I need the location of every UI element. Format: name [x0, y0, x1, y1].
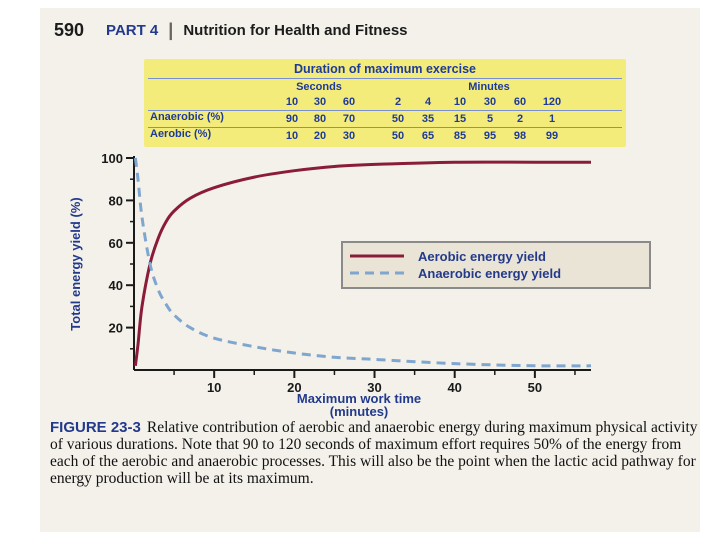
figure-caption: FIGURE 23-3 Relative contribution of aero…	[50, 419, 700, 487]
anaerobic-cell: 1	[548, 113, 556, 125]
x-tick-label: 30	[367, 380, 381, 395]
y-tick-label: 60	[109, 236, 123, 251]
chart-legend: Aerobic energy yield Anaerobic energy yie…	[341, 241, 651, 289]
page-number: 590	[54, 19, 85, 40]
x-tick-label: 50	[528, 380, 542, 395]
chart-series	[133, 157, 592, 368]
y-tick-label: 20	[109, 321, 123, 336]
legend-box	[341, 241, 651, 289]
anaerobic-cell: 35	[421, 113, 435, 125]
duration-cell: 4	[424, 96, 432, 108]
anaerobic-cell: 15	[453, 113, 467, 125]
anaerobic-cell: 2	[516, 113, 524, 125]
aerobic-row: Aerobic (%) 10 20 30 50 65 85 95 98 99	[144, 128, 626, 144]
group-label-seconds: Seconds	[296, 81, 342, 93]
anaerobic-cell: 80	[313, 113, 327, 125]
duration-cell: 60	[513, 96, 527, 108]
anaerobic-cell: 5	[486, 113, 494, 125]
legend-label: Anaerobic energy yield	[418, 266, 561, 281]
duration-cell: 10	[285, 96, 299, 108]
x-tick-label: 40	[447, 380, 461, 395]
aerobic-cell: 99	[545, 130, 559, 142]
anaerobic-series-line	[133, 157, 592, 368]
group-label-minutes: Minutes	[468, 81, 510, 93]
aerobic-cell: 10	[285, 130, 299, 142]
anaerobic-row: Anaerobic (%) 90 80 70 50 35 15 5 2 1	[144, 111, 626, 127]
part-label: PART 4	[106, 21, 159, 39]
duration-cell: 2	[394, 96, 402, 108]
aerobic-cell: 50	[391, 130, 405, 142]
duration-cell: 10	[453, 96, 467, 108]
x-axis-label: (minutes)	[330, 404, 389, 419]
x-tick-label: 20	[287, 380, 301, 395]
row-label-aerobic: Aerobic (%)	[150, 128, 212, 140]
y-axis-label: Total energy yield (%)	[68, 197, 83, 330]
section-title: Nutrition for Health and Fitness	[183, 21, 408, 39]
row-label-anaerobic: Anaerobic (%)	[150, 111, 224, 123]
anaerobic-cell: 70	[342, 113, 356, 125]
y-tick-label: 40	[109, 278, 123, 293]
duration-cell: 120	[542, 96, 562, 108]
legend-label: Aerobic energy yield	[418, 249, 546, 264]
aerobic-cell: 85	[453, 130, 467, 142]
aerobic-cell: 95	[483, 130, 497, 142]
duration-cell: 30	[483, 96, 497, 108]
page-header: 590 PART 4 | Nutrition for Health and Fi…	[54, 18, 674, 42]
duration-table: Duration of maximum exercise Seconds Min…	[144, 59, 626, 147]
anaerobic-cell: 90	[285, 113, 299, 125]
aerobic-cell: 98	[513, 130, 527, 142]
x-tick-label: 10	[207, 380, 221, 395]
figure-label: FIGURE 23-3	[50, 419, 141, 436]
y-tick-label: 100	[101, 151, 123, 166]
table-title: Duration of maximum exercise	[293, 62, 476, 76]
anaerobic-cell: 50	[391, 113, 405, 125]
durations-row: 10 30 60 2 4 10 30 60 120	[144, 94, 626, 110]
header-divider: |	[168, 19, 174, 40]
aerobic-series-line	[133, 160, 591, 366]
duration-cell: 60	[342, 96, 356, 108]
aerobic-cell: 65	[421, 130, 435, 142]
y-tick-label: 80	[109, 193, 123, 208]
duration-cell: 30	[313, 96, 327, 108]
caption-text: Relative contribution of aerobic and ana…	[50, 419, 698, 487]
aerobic-cell: 20	[313, 130, 327, 142]
chart-axes: 100 80 60 40 20 10 20 30 40 50 Maximum work time(m…	[68, 151, 591, 419]
x-axis-label: Maximum work time	[297, 391, 421, 406]
aerobic-cell: 30	[342, 130, 356, 142]
